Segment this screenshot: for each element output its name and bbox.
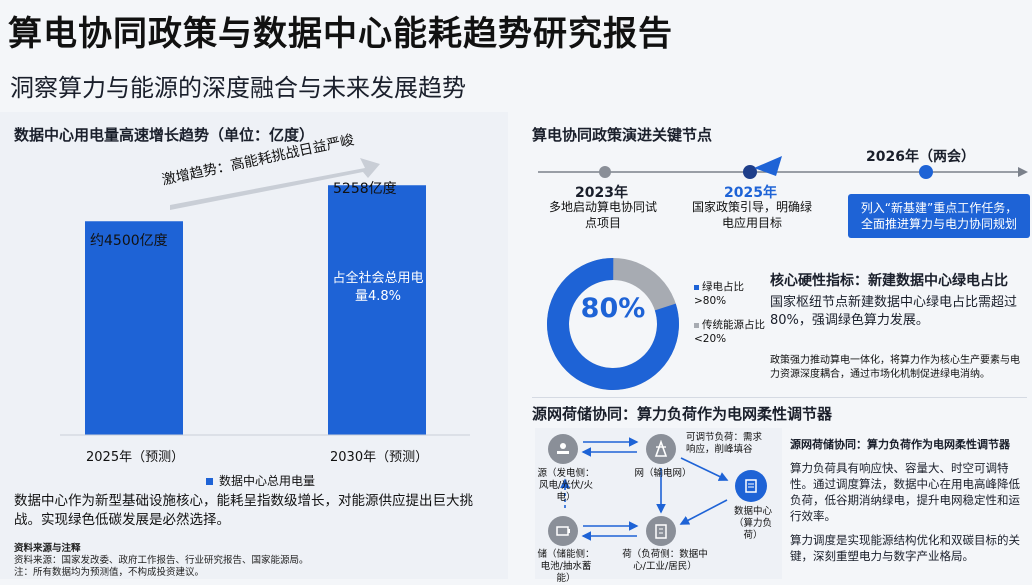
- timeline-highlight: [754, 156, 782, 176]
- data-center-label: 数据中心（算力负荷）: [733, 506, 772, 541]
- timeline-text-2023: 多地启动算电协同试点项目: [548, 200, 657, 230]
- timeline-year-2026: 2026年（两会）: [866, 149, 975, 165]
- bar-chart: [60, 158, 470, 436]
- grid-node-label: 网（输电网）: [634, 468, 692, 479]
- bar-inner-label: 占全社会总用电量4.8%: [332, 271, 424, 304]
- x-tick-label-2025: 2025年（预测）: [86, 450, 185, 465]
- legend-swatch: [206, 478, 213, 485]
- donut-heading: 核心硬性指标：新建数据中心绿电占比: [770, 273, 1008, 289]
- grid-side-text: 算力负荷具有响应快、容量大、时空可调特性。通过调度算法，数据中心在用电高峰降低负…: [790, 461, 1020, 523]
- trend-arrow: [170, 158, 380, 210]
- data-center-icon: [735, 470, 767, 502]
- timeline-dot-2023: [599, 166, 611, 178]
- donut-center-label: 80%: [580, 293, 646, 324]
- timeline-year-2023: 2023年: [575, 185, 628, 201]
- transmission-tower-icon: [646, 434, 676, 464]
- bar-value-label-2025: 约4500亿度: [90, 233, 168, 249]
- donut-traditional-label: 传统能源占比 <20%: [694, 319, 765, 345]
- storage-label: 储（储能侧：电池/抽水蓄能）: [537, 549, 595, 584]
- adjustable-load-label: 可调节负荷：需求响应，削峰填谷: [686, 432, 763, 455]
- donut-traditional-swatch: [694, 323, 699, 328]
- donut-chart: [547, 258, 679, 390]
- sources-line2: 注：所有数据均为预测值，不构成投资建议。: [14, 567, 205, 578]
- source-node-icon: [548, 434, 578, 464]
- sources-title: 资料来源与注释: [14, 543, 81, 554]
- grid-side-heading: 源网荷储协同：算力负荷作为电网柔性调节器: [790, 438, 1010, 451]
- donut-traditional-legend: 传统能源占比 <20%: [694, 318, 766, 346]
- donut-green-legend: 绿电占比 >80%: [694, 280, 754, 308]
- legend-label: 数据中心总用电量: [219, 474, 316, 488]
- donut-green-label: 绿电占比 >80%: [694, 281, 744, 307]
- page-title: 算电协同政策与数据中心能耗趋势研究报告: [8, 14, 673, 54]
- timeline-line: [538, 156, 1028, 179]
- timeline-year-2025: 2025年: [724, 185, 777, 201]
- x-tick-label-2030: 2030年（预测）: [330, 450, 429, 465]
- chart-section-title: 数据中心用电量高速增长趋势（单位：亿度）: [14, 126, 315, 144]
- page-subtitle: 洞察算力与能源的深度融合与未来发展趋势: [10, 74, 466, 102]
- grid-arrows: [560, 437, 729, 541]
- donut-green-swatch: [694, 285, 699, 290]
- building-icon: [646, 516, 676, 546]
- bar-0: [85, 221, 183, 435]
- timeline-text-2025: 国家政策引导，明确绿电应用目标: [691, 200, 812, 230]
- timeline-badge-2026: 列入“新基建”重点工作任务，全面推进算力与电力协同规划: [848, 194, 1030, 238]
- section-divider: [532, 397, 1027, 398]
- battery-icon: [548, 516, 578, 546]
- source-label: 源（发电侧：风电/光伏/火电）: [537, 468, 595, 503]
- bar-1: [328, 185, 426, 435]
- timeline-dot-2026: [919, 165, 933, 179]
- donut-note: 政策强力推动算电一体化，将算力作为核心生产要素与电力资源深度耦合，通过市场化机制…: [770, 355, 1020, 380]
- chart-description: 数据中心作为新型基础设施核心，能耗呈指数级增长，对能源供应提出巨大挑战。实现绿色…: [14, 493, 473, 528]
- grid-title: 源网荷储协同：算力负荷作为电网柔性调节器: [532, 405, 833, 423]
- load-label: 荷（负荷侧：数据中心/工业/居民）: [622, 549, 708, 572]
- timeline-dot-2025: [743, 165, 757, 179]
- timeline-title: 算电协同政策演进关键节点: [532, 126, 713, 144]
- sources-line1: 资料来源：国家发改委、政府工作报告、行业研究报告、国家能源局。: [14, 555, 309, 566]
- grid-side-footer: 算力调度是实现能源结构优化和双碳目标的关键，深刻重塑电力与数字产业格局。: [790, 533, 1020, 563]
- donut-text: 国家枢纽节点新建数据中心绿电占比需超过80%，强调绿色算力发展。: [770, 295, 1018, 328]
- donut-green-arc: [547, 258, 679, 390]
- chart-legend: 数据中心总用电量: [206, 472, 315, 489]
- bar-value-label-2030: 5258亿度: [333, 181, 397, 197]
